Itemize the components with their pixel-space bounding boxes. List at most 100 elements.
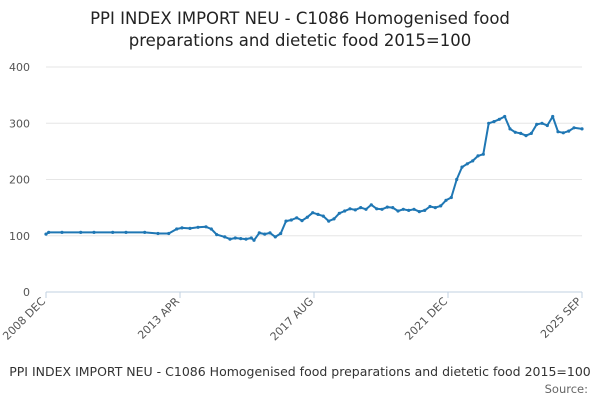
data-point [196, 225, 200, 229]
data-point [204, 225, 208, 229]
data-point [359, 206, 363, 210]
data-point [215, 233, 219, 237]
data-point [540, 121, 544, 125]
data-point [92, 230, 96, 234]
data-point [471, 159, 475, 163]
data-point [561, 131, 565, 135]
x-tick-label: 2017 AUG [268, 295, 317, 344]
data-point [529, 131, 533, 135]
data-point [364, 207, 368, 211]
y-tick-label: 300 [9, 117, 30, 130]
data-point [513, 130, 517, 134]
data-point [268, 231, 272, 235]
data-point [353, 208, 357, 212]
x-tick-label: 2013 APR [135, 295, 182, 342]
data-point [188, 226, 192, 230]
data-point [327, 219, 331, 223]
source-label: Source: [544, 382, 588, 396]
data-point [433, 206, 437, 210]
data-point [257, 231, 261, 235]
data-point [380, 207, 384, 211]
data-point [228, 237, 232, 241]
data-point [444, 198, 448, 202]
data-point [417, 210, 421, 214]
data-point [79, 230, 83, 234]
data-point [44, 232, 48, 236]
data-point [535, 122, 539, 126]
series-line [45, 115, 583, 242]
x-tick-label: 2008 DEC [0, 295, 48, 343]
data-point [551, 114, 555, 119]
data-point [337, 211, 341, 215]
data-point [60, 230, 64, 234]
data-point [167, 231, 171, 236]
data-point [244, 237, 248, 241]
data-point [295, 216, 299, 220]
data-point [375, 207, 379, 211]
data-point [289, 218, 293, 222]
data-point [156, 231, 160, 236]
data-point [279, 231, 283, 236]
data-point [316, 212, 320, 216]
data-point [460, 165, 464, 169]
data-point [396, 209, 400, 213]
data-point [487, 121, 491, 125]
data-point [497, 117, 501, 121]
data-point [348, 207, 352, 211]
data-point [401, 207, 405, 211]
data-point [284, 219, 288, 223]
data-point [423, 208, 427, 212]
data-point [545, 123, 549, 128]
data-point [300, 219, 304, 223]
data-point [273, 235, 277, 239]
data-point [321, 214, 325, 218]
data-point [465, 162, 469, 166]
data-point [391, 206, 395, 210]
data-point [412, 207, 416, 211]
data-point [47, 230, 51, 234]
data-point [503, 114, 507, 119]
y-tick-label: 200 [9, 174, 30, 187]
data-point [455, 177, 459, 182]
data-point [263, 232, 267, 236]
data-point [492, 120, 496, 124]
data-point [481, 152, 485, 156]
data-point [556, 130, 560, 134]
x-tick-label: 2021 DEC [402, 295, 450, 343]
data-point [524, 134, 528, 138]
data-point [209, 227, 213, 231]
data-point [223, 235, 227, 239]
data-point [407, 208, 411, 212]
data-point [476, 154, 480, 158]
data-point [124, 230, 128, 234]
data-point [233, 236, 237, 240]
data-point [580, 127, 584, 131]
data-point [311, 211, 315, 215]
data-point [111, 230, 115, 234]
data-point [572, 126, 576, 130]
data-point [385, 205, 389, 209]
data-point [143, 230, 147, 234]
data-point [369, 203, 373, 207]
y-tick-label: 0 [23, 286, 30, 299]
data-point [332, 217, 336, 221]
data-point [519, 131, 523, 135]
data-point [239, 237, 243, 241]
chart-title: PPI INDEX IMPORT NEU - C1086 Homogenised… [90, 9, 510, 50]
data-point [180, 226, 184, 230]
data-point [175, 227, 179, 231]
data-point [449, 195, 453, 200]
y-tick-label: 100 [9, 230, 30, 243]
legend-item[interactable]: PPI INDEX IMPORT NEU - C1086 Homogenised… [9, 364, 591, 379]
data-point [428, 204, 432, 209]
y-tick-label: 400 [9, 61, 30, 74]
data-point [249, 236, 253, 240]
data-point [439, 204, 443, 208]
data-point [567, 129, 571, 133]
data-point [252, 238, 256, 242]
data-point [305, 215, 309, 219]
x-tick-label: 2025 SEP [538, 295, 584, 341]
data-point [508, 127, 512, 131]
